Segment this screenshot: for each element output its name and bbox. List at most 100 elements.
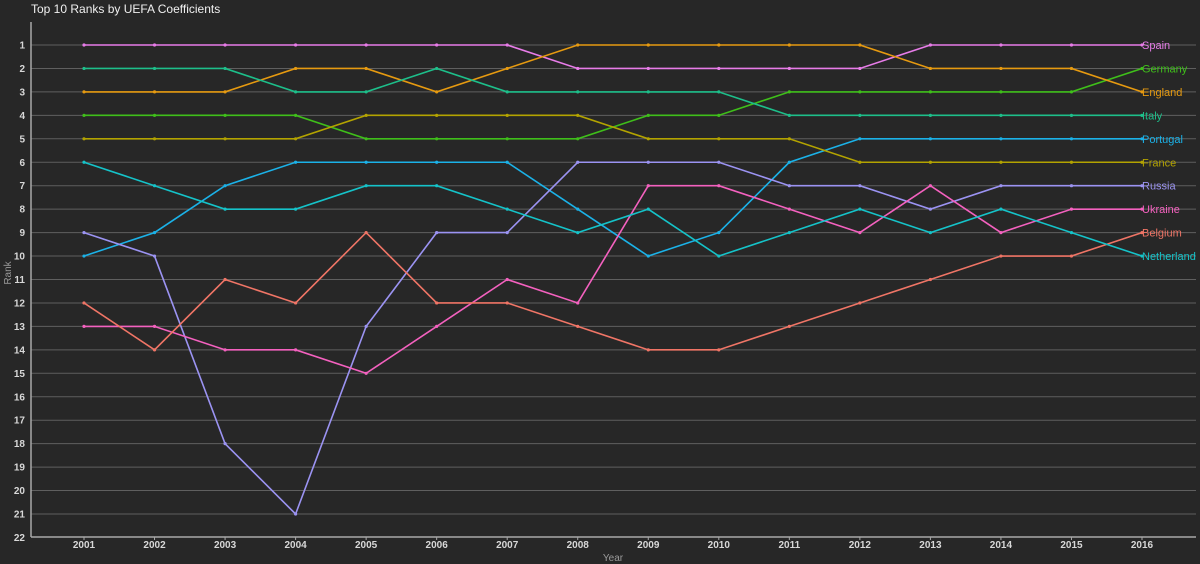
data-point	[505, 90, 509, 94]
data-point	[82, 137, 86, 141]
data-point	[364, 231, 368, 235]
data-point	[576, 231, 580, 235]
data-point	[858, 43, 862, 47]
data-point	[223, 277, 227, 282]
series-lines	[82, 43, 1144, 516]
data-point	[152, 43, 157, 47]
data-point	[82, 90, 86, 94]
chart-title: Top 10 Ranks by UEFA Coefficients	[31, 2, 221, 16]
data-point	[223, 184, 227, 188]
data-point	[928, 137, 933, 141]
data-point	[646, 66, 650, 71]
data-point	[505, 137, 509, 141]
data-point	[294, 348, 298, 352]
y-tick-label: 16	[14, 392, 26, 403]
data-point	[294, 113, 298, 117]
data-point	[294, 512, 298, 516]
data-point	[999, 160, 1003, 164]
data-point	[717, 231, 721, 235]
series-label-france: France	[1142, 157, 1176, 169]
series-germany	[82, 66, 1144, 141]
data-point	[364, 66, 368, 71]
data-point	[928, 43, 933, 47]
y-tick-label: 22	[14, 533, 26, 544]
series-line	[84, 67, 1143, 140]
data-point	[223, 348, 227, 352]
data-point	[1140, 43, 1144, 47]
data-point	[1069, 207, 1074, 211]
y-tick-label: 11	[14, 275, 25, 286]
series-label-spain: Spain	[1142, 40, 1170, 52]
y-tick-label: 19	[14, 463, 26, 474]
data-point	[576, 137, 580, 141]
y-tick-label: 13	[14, 322, 26, 333]
y-tick-label: 14	[14, 345, 26, 356]
data-point	[294, 90, 298, 94]
data-point	[858, 207, 862, 211]
data-point	[152, 231, 157, 235]
data-point	[787, 207, 791, 211]
data-point	[717, 66, 721, 71]
data-point	[1140, 66, 1144, 71]
data-point	[787, 113, 791, 117]
data-point	[435, 43, 439, 47]
data-point	[364, 43, 368, 47]
data-point	[294, 160, 298, 164]
data-point	[717, 160, 721, 164]
data-point	[505, 43, 509, 47]
data-point	[858, 231, 862, 235]
series-netherland	[82, 160, 1144, 258]
data-point	[858, 137, 862, 141]
data-point	[717, 113, 721, 117]
data-point	[787, 184, 791, 188]
data-point	[999, 113, 1003, 117]
data-point	[505, 277, 509, 282]
series-line	[83, 161, 1143, 257]
x-tick-label: 2009	[637, 540, 660, 551]
data-point	[294, 207, 298, 211]
data-point	[152, 137, 157, 141]
data-point	[717, 43, 721, 47]
series-line	[84, 114, 1142, 164]
data-point	[928, 160, 933, 164]
series-line	[84, 67, 1142, 117]
data-point	[294, 137, 298, 141]
data-point	[152, 348, 157, 352]
y-tick-label: 3	[19, 87, 25, 98]
data-point	[1140, 137, 1144, 141]
x-tick-label: 2003	[214, 540, 237, 551]
data-point	[858, 160, 862, 164]
x-tick-label: 2016	[1131, 540, 1154, 551]
data-point	[364, 137, 368, 141]
data-point	[928, 66, 933, 71]
data-point	[82, 254, 86, 258]
data-point	[223, 442, 227, 446]
data-point	[505, 160, 509, 164]
y-tick-label: 8	[19, 205, 25, 216]
data-point	[82, 43, 86, 47]
data-point	[1069, 231, 1074, 235]
data-point	[223, 66, 227, 71]
data-point	[999, 231, 1003, 235]
series-label-russia: Russia	[1142, 181, 1177, 193]
data-point	[646, 207, 650, 211]
data-point	[787, 66, 791, 71]
data-point	[435, 66, 439, 71]
x-tick-label: 2012	[849, 540, 872, 551]
data-point	[505, 113, 509, 117]
data-point	[787, 324, 791, 328]
data-point	[1140, 184, 1144, 188]
data-point	[82, 324, 86, 328]
data-point	[82, 160, 86, 164]
data-point	[364, 184, 368, 188]
y-tick-label: 12	[14, 298, 26, 309]
data-point	[646, 184, 650, 188]
data-point	[294, 301, 298, 305]
series-spain	[82, 43, 1144, 71]
series-label-germany: Germany	[1142, 63, 1188, 75]
series-line	[84, 184, 1142, 375]
data-point	[294, 66, 298, 71]
data-point	[717, 90, 721, 94]
